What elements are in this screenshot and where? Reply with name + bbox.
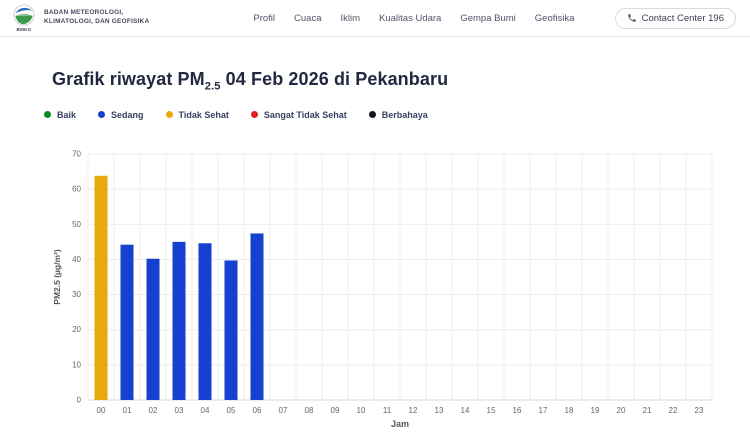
svg-text:01: 01: [123, 406, 132, 415]
legend-dot-sangat-tidak-sehat: [250, 111, 258, 119]
legend-item-baik: Baik: [44, 110, 76, 120]
nav-item-geofisika[interactable]: Geofisika: [534, 12, 575, 24]
contact-center-button[interactable]: Contact Center 196: [614, 7, 736, 29]
nav-item-profil[interactable]: Profil: [253, 12, 276, 24]
svg-text:09: 09: [331, 406, 340, 415]
svg-text:60: 60: [72, 184, 81, 193]
legend-dot-berbahaya: [368, 111, 376, 119]
svg-text:19: 19: [591, 406, 600, 415]
nav-item-cuaca[interactable]: Cuaca: [294, 12, 322, 24]
svg-text:14: 14: [461, 406, 470, 415]
bar-00[interactable]: [94, 175, 108, 400]
phone-icon: [627, 14, 636, 22]
svg-text:02: 02: [149, 406, 158, 415]
header: BMKG BADAN METEOROLOGI, KLIMATOLOGI, DAN…: [0, 0, 750, 37]
svg-text:15: 15: [487, 406, 496, 415]
svg-text:21: 21: [643, 406, 652, 415]
legend-dot-baik: [44, 111, 51, 119]
legend-item-sedang: Sedang: [98, 110, 144, 120]
bar-04[interactable]: [198, 242, 212, 400]
pm25-history-chart: 0 10 20 30 40 50 60 70 00 01 02 03 04 05 06 07 08 09 10 11 1…: [0, 146, 750, 442]
svg-text:12: 12: [409, 406, 418, 415]
legend-item-sangat-tidak-sehat: Sangat Tidak Sehat: [250, 110, 347, 120]
svg-text:06: 06: [253, 406, 262, 415]
svg-text:10: 10: [72, 360, 81, 369]
svg-text:07: 07: [279, 406, 288, 415]
svg-text:04: 04: [201, 406, 210, 415]
bar-03[interactable]: [172, 241, 186, 400]
svg-text:10: 10: [357, 406, 366, 415]
svg-text:08: 08: [305, 406, 314, 415]
bar-05[interactable]: [224, 260, 238, 400]
pm25-subscript: 2.5: [204, 80, 221, 93]
chart-canvas[interactable]: 0 10 20 30 40 50 60 70 00 01 02 03 04 05 06 07 08 09 10 11 1…: [0, 146, 750, 438]
svg-text:50: 50: [72, 219, 81, 228]
svg-text:70: 70: [72, 149, 81, 158]
aqi-legend: Baik Sedang Tidak Sehat Sangat Tidak Seh…: [44, 110, 750, 120]
nav-item-kualitas-udara[interactable]: Kualitas Udara: [379, 12, 442, 24]
svg-text:13: 13: [435, 406, 444, 415]
nav-item-gempa-bumi[interactable]: Gempa Bumi: [460, 12, 516, 24]
svg-text:11: 11: [383, 406, 392, 415]
svg-text:20: 20: [617, 406, 626, 415]
svg-text:16: 16: [513, 406, 522, 415]
page-title: Grafik riwayat PM2.5 04 Feb 2026 di Peka…: [52, 69, 449, 93]
legend-item-berbahaya: Berbahaya: [368, 110, 428, 120]
svg-text:PM2.5 (µg/m³): PM2.5 (µg/m³): [52, 249, 62, 305]
svg-text:40: 40: [72, 255, 81, 264]
svg-text:00: 00: [97, 406, 106, 415]
svg-text:18: 18: [565, 406, 574, 415]
svg-text:17: 17: [539, 406, 548, 415]
bar-01[interactable]: [120, 244, 134, 400]
main-nav: Profil Cuaca Iklim Kualitas Udara Gempa …: [253, 13, 574, 24]
svg-text:30: 30: [72, 290, 81, 299]
legend-item-tidak-sehat: Tidak Sehat: [165, 110, 229, 120]
nav-item-iklim[interactable]: Iklim: [340, 12, 361, 24]
svg-text:05: 05: [227, 406, 236, 415]
svg-text:03: 03: [175, 406, 184, 415]
svg-text:20: 20: [72, 325, 81, 334]
bar-06[interactable]: [250, 233, 264, 400]
bmkg-logo-icon: BMKG: [10, 4, 38, 32]
legend-dot-tidak-sehat: [165, 111, 173, 119]
svg-text:22: 22: [669, 406, 678, 415]
legend-dot-sedang: [98, 111, 106, 119]
bmkg-logo-brand: BMKG: [16, 27, 32, 32]
contact-center-label: Contact Center 196: [641, 12, 724, 24]
svg-text:Jam: Jam: [391, 419, 409, 429]
bmkg-logo[interactable]: BMKG BADAN METEOROLOGI, KLIMATOLOGI, DAN…: [10, 4, 149, 32]
svg-text:0: 0: [77, 395, 82, 404]
svg-text:23: 23: [695, 406, 704, 415]
main-content: Grafik riwayat PM2.5 04 Feb 2026 di Peka…: [0, 37, 750, 442]
bmkg-org-name: BADAN METEOROLOGI, KLIMATOLOGI, DAN GEOF…: [44, 9, 150, 25]
bar-02[interactable]: [146, 258, 160, 400]
